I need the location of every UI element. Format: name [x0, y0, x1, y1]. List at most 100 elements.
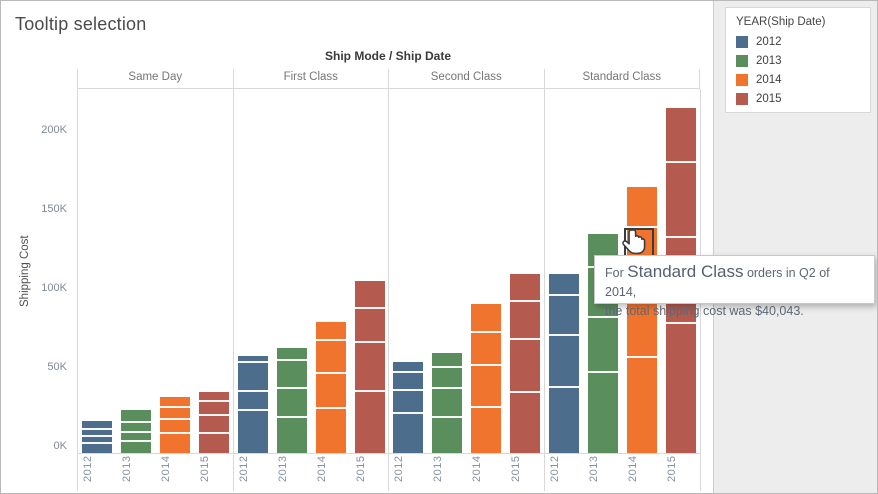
bar-same-day-2015[interactable] — [199, 392, 229, 453]
pane-header-first-class: First Class — [234, 69, 389, 88]
bar-segment-Q3[interactable] — [121, 432, 151, 442]
x-tick-label-2014: 2014 — [315, 456, 328, 483]
bar-first-class-2015[interactable] — [354, 281, 385, 453]
bar-segment-Q4[interactable] — [82, 443, 112, 453]
legend-item-2013[interactable]: 2013 — [736, 51, 870, 70]
bar-segment-Q2[interactable] — [432, 367, 462, 390]
bar-segment-Q1[interactable] — [237, 356, 268, 364]
bar-standard-class-2012[interactable] — [548, 274, 579, 453]
bar-segment-Q2[interactable] — [121, 422, 151, 433]
bar-segment-Q4[interactable] — [665, 324, 696, 454]
bar-segment-Q2[interactable] — [199, 402, 229, 417]
x-tick-label-2015: 2015 — [665, 456, 678, 483]
bar-segment-Q3[interactable] — [432, 389, 462, 419]
bar-segment-Q4[interactable] — [471, 408, 501, 453]
bar-segment-Q4[interactable] — [587, 373, 618, 453]
bar-segment-Q2[interactable] — [665, 163, 696, 239]
legend-swatch-2014 — [736, 73, 748, 86]
bar-segment-Q2[interactable] — [548, 296, 579, 337]
bar-same-day-2014[interactable] — [160, 397, 190, 453]
x-tick-label-2013: 2013 — [276, 456, 289, 483]
y-tick-label-50K: 50K — [47, 361, 67, 373]
bar-segment-Q1[interactable] — [121, 410, 151, 423]
bar-segment-Q1[interactable] — [471, 304, 501, 334]
legend-item-2015[interactable]: 2015 — [736, 89, 870, 108]
bar-segment-Q4[interactable] — [548, 388, 579, 453]
bar-segment-Q2[interactable] — [315, 340, 346, 375]
bar-segment-Q3[interactable] — [393, 391, 423, 415]
bar-second-class-2014[interactable] — [471, 304, 501, 453]
bar-segment-Q3[interactable] — [354, 343, 385, 393]
bar-segment-Q2[interactable] — [471, 333, 501, 367]
bar-segment-Q4[interactable] — [626, 358, 657, 453]
tooltip-line1-suffix: orders in Q2 of 2014, — [605, 266, 830, 299]
pane-header-standard-class: Standard Class — [545, 69, 700, 88]
legend-title: YEAR(Ship Date) — [736, 16, 826, 28]
bar-segment-Q4[interactable] — [276, 418, 307, 453]
bar-segment-Q3[interactable] — [315, 374, 346, 409]
pane-separator — [232, 89, 234, 453]
bar-segment-Q1[interactable] — [548, 274, 579, 297]
bar-second-class-2015[interactable] — [510, 274, 540, 453]
bar-segment-Q4[interactable] — [160, 434, 190, 453]
pane-separator — [388, 89, 389, 453]
bar-first-class-2012[interactable] — [237, 356, 268, 453]
y-tick-label-200K: 200K — [41, 124, 67, 136]
bar-segment-Q1[interactable] — [160, 397, 190, 409]
bar-segment-Q1[interactable] — [665, 108, 696, 164]
bar-segment-Q4[interactable] — [315, 408, 346, 453]
legend-item-2014[interactable]: 2014 — [736, 70, 870, 89]
bar-segment-Q4[interactable] — [199, 433, 229, 453]
bar-segment-Q3[interactable] — [276, 389, 307, 419]
x-tick-label-2012: 2012 — [393, 456, 405, 483]
pane-separator — [543, 89, 545, 453]
bar-segment-Q2[interactable] — [160, 408, 190, 420]
bar-segment-Q1[interactable] — [510, 274, 540, 303]
bar-segment-Q2[interactable] — [354, 309, 385, 344]
bar-segment-Q1[interactable] — [626, 187, 657, 229]
bar-segment-Q4[interactable] — [121, 441, 151, 453]
tooltip-prefix: For — [605, 266, 628, 280]
bar-segment-Q1[interactable] — [354, 281, 385, 310]
bar-second-class-2012[interactable] — [393, 362, 423, 453]
bar-segment-Q2[interactable] — [237, 363, 268, 393]
bar-segment-Q3[interactable] — [199, 416, 229, 434]
bar-segment-Q4[interactable] — [354, 392, 385, 453]
bar-second-class-2013[interactable] — [432, 353, 462, 453]
bar-segment-Q3[interactable] — [548, 336, 579, 389]
bar-segment-Q2[interactable] — [82, 429, 112, 437]
x-axis-label-row: 2012 2013 2014 2015 2012 2013 2014 2015 2012 2013… — [77, 454, 701, 491]
bar-segment-Q1[interactable] — [82, 421, 112, 430]
bar-segment-Q3[interactable] — [587, 317, 618, 374]
bar-first-class-2014[interactable] — [315, 322, 346, 453]
bar-segment-Q3[interactable] — [160, 419, 190, 435]
bar-segment-Q1[interactable] — [199, 392, 229, 403]
legend-item-2012[interactable]: 2012 — [736, 32, 870, 51]
bar-segment-Q3[interactable] — [237, 392, 268, 412]
bar-segment-Q4[interactable] — [393, 414, 423, 453]
bar-segment-Q1[interactable] — [315, 322, 346, 341]
tooltip-ship-mode: Standard Class — [627, 262, 744, 281]
bar-segment-Q4[interactable] — [432, 418, 462, 453]
bar-segment-Q3[interactable] — [510, 340, 540, 394]
bar-segment-Q3[interactable] — [471, 366, 501, 409]
bar-first-class-2013[interactable] — [276, 348, 307, 453]
bar-segment-Q1[interactable] — [393, 362, 423, 374]
bar-segment-Q1[interactable] — [276, 348, 307, 361]
bar-segment-Q3[interactable] — [82, 436, 112, 444]
x-tick-label-2013: 2013 — [432, 456, 444, 483]
bar-segment-Q2[interactable] — [393, 373, 423, 392]
bar-same-day-2013[interactable] — [121, 410, 151, 453]
legend-swatch-2013 — [736, 54, 748, 67]
bar-same-day-2012[interactable] — [82, 421, 112, 453]
tooltip-line2: the total shipping cost was $40,043. — [605, 304, 804, 318]
legend-label-2015: 2015 — [756, 92, 782, 105]
x-tick-label-2013: 2013 — [121, 456, 133, 483]
pane-header-second-class: Second Class — [389, 69, 545, 88]
bar-segment-Q4[interactable] — [237, 411, 268, 453]
bar-segment-Q2[interactable] — [510, 302, 540, 341]
column-field-header: Ship Mode / Ship Date — [324, 49, 451, 63]
bar-segment-Q4[interactable] — [510, 393, 540, 453]
bar-segment-Q2[interactable] — [276, 360, 307, 390]
bar-segment-Q1[interactable] — [432, 353, 462, 368]
